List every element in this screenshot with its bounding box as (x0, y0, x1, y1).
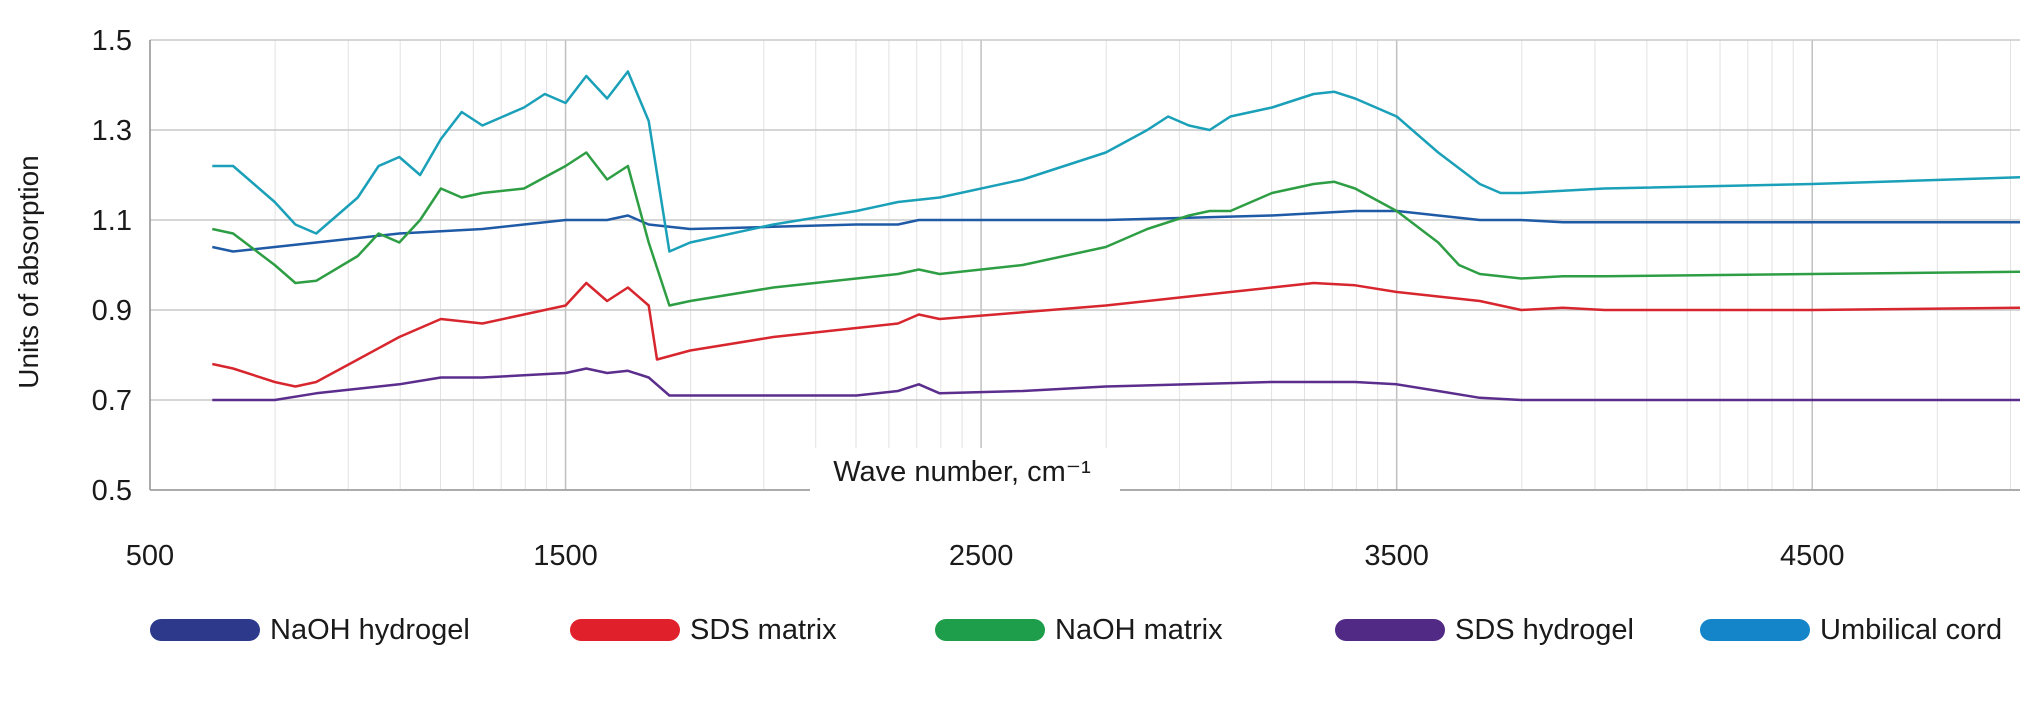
legend-swatch (1700, 619, 1810, 641)
x-axis-label: Wave number, cm⁻¹ (833, 456, 1091, 488)
series-line (212, 367, 2020, 402)
axes (149, 40, 2020, 491)
y-tick-label: 1.5 (92, 25, 132, 57)
x-tick-label: 2500 (949, 540, 1014, 572)
y-tick-label: 0.5 (92, 475, 132, 507)
major-gridlines (149, 39, 2020, 491)
legend-swatch (570, 619, 680, 641)
series-line (212, 70, 2021, 253)
legend-label: Umbilical cord (1820, 613, 2003, 646)
y-tick-label: 0.7 (92, 385, 132, 417)
x-tick-label: 4500 (1780, 540, 1845, 572)
y-axis-label: Units of absorption (13, 155, 44, 388)
series-line (212, 209, 2020, 253)
series-line (212, 281, 2021, 388)
legend-label: NaOH hydrogel (270, 613, 470, 646)
legend-item: Umbilical cord (1700, 605, 2002, 655)
series-line (212, 151, 2021, 307)
x-tick-label: 1500 (533, 540, 598, 572)
x-tick-label: 3500 (1364, 540, 1429, 572)
legend-item: SDS matrix (570, 605, 837, 655)
legend-label: NaOH matrix (1055, 613, 1223, 646)
minor-gridlines (274, 40, 2011, 490)
legend-item: SDS hydrogel (1335, 605, 1634, 655)
x-tick-label: 500 (126, 540, 174, 572)
y-tick-label: 0.9 (92, 295, 132, 327)
series-layer (212, 70, 2021, 402)
y-tick-label: 1.1 (92, 205, 132, 237)
legend-swatch (935, 619, 1045, 641)
legend-label: SDS matrix (690, 613, 837, 646)
legend-swatch (150, 619, 260, 641)
legend-swatch (1335, 619, 1445, 641)
legend-label: SDS hydrogel (1455, 613, 1634, 646)
tick-labels: 0.5 0.7 0.9 1.1 1.3 1.5 500 1500 2500 3500 4500 (92, 25, 1845, 572)
legend: NaOH hydrogel SDS matrix NaOH matrix SDS hy… (150, 605, 2002, 655)
legend-item: NaOH matrix (935, 605, 1223, 655)
y-tick-label: 1.3 (92, 115, 132, 147)
legend-item: NaOH hydrogel (150, 605, 470, 655)
x-axis-label-background (810, 448, 1120, 492)
